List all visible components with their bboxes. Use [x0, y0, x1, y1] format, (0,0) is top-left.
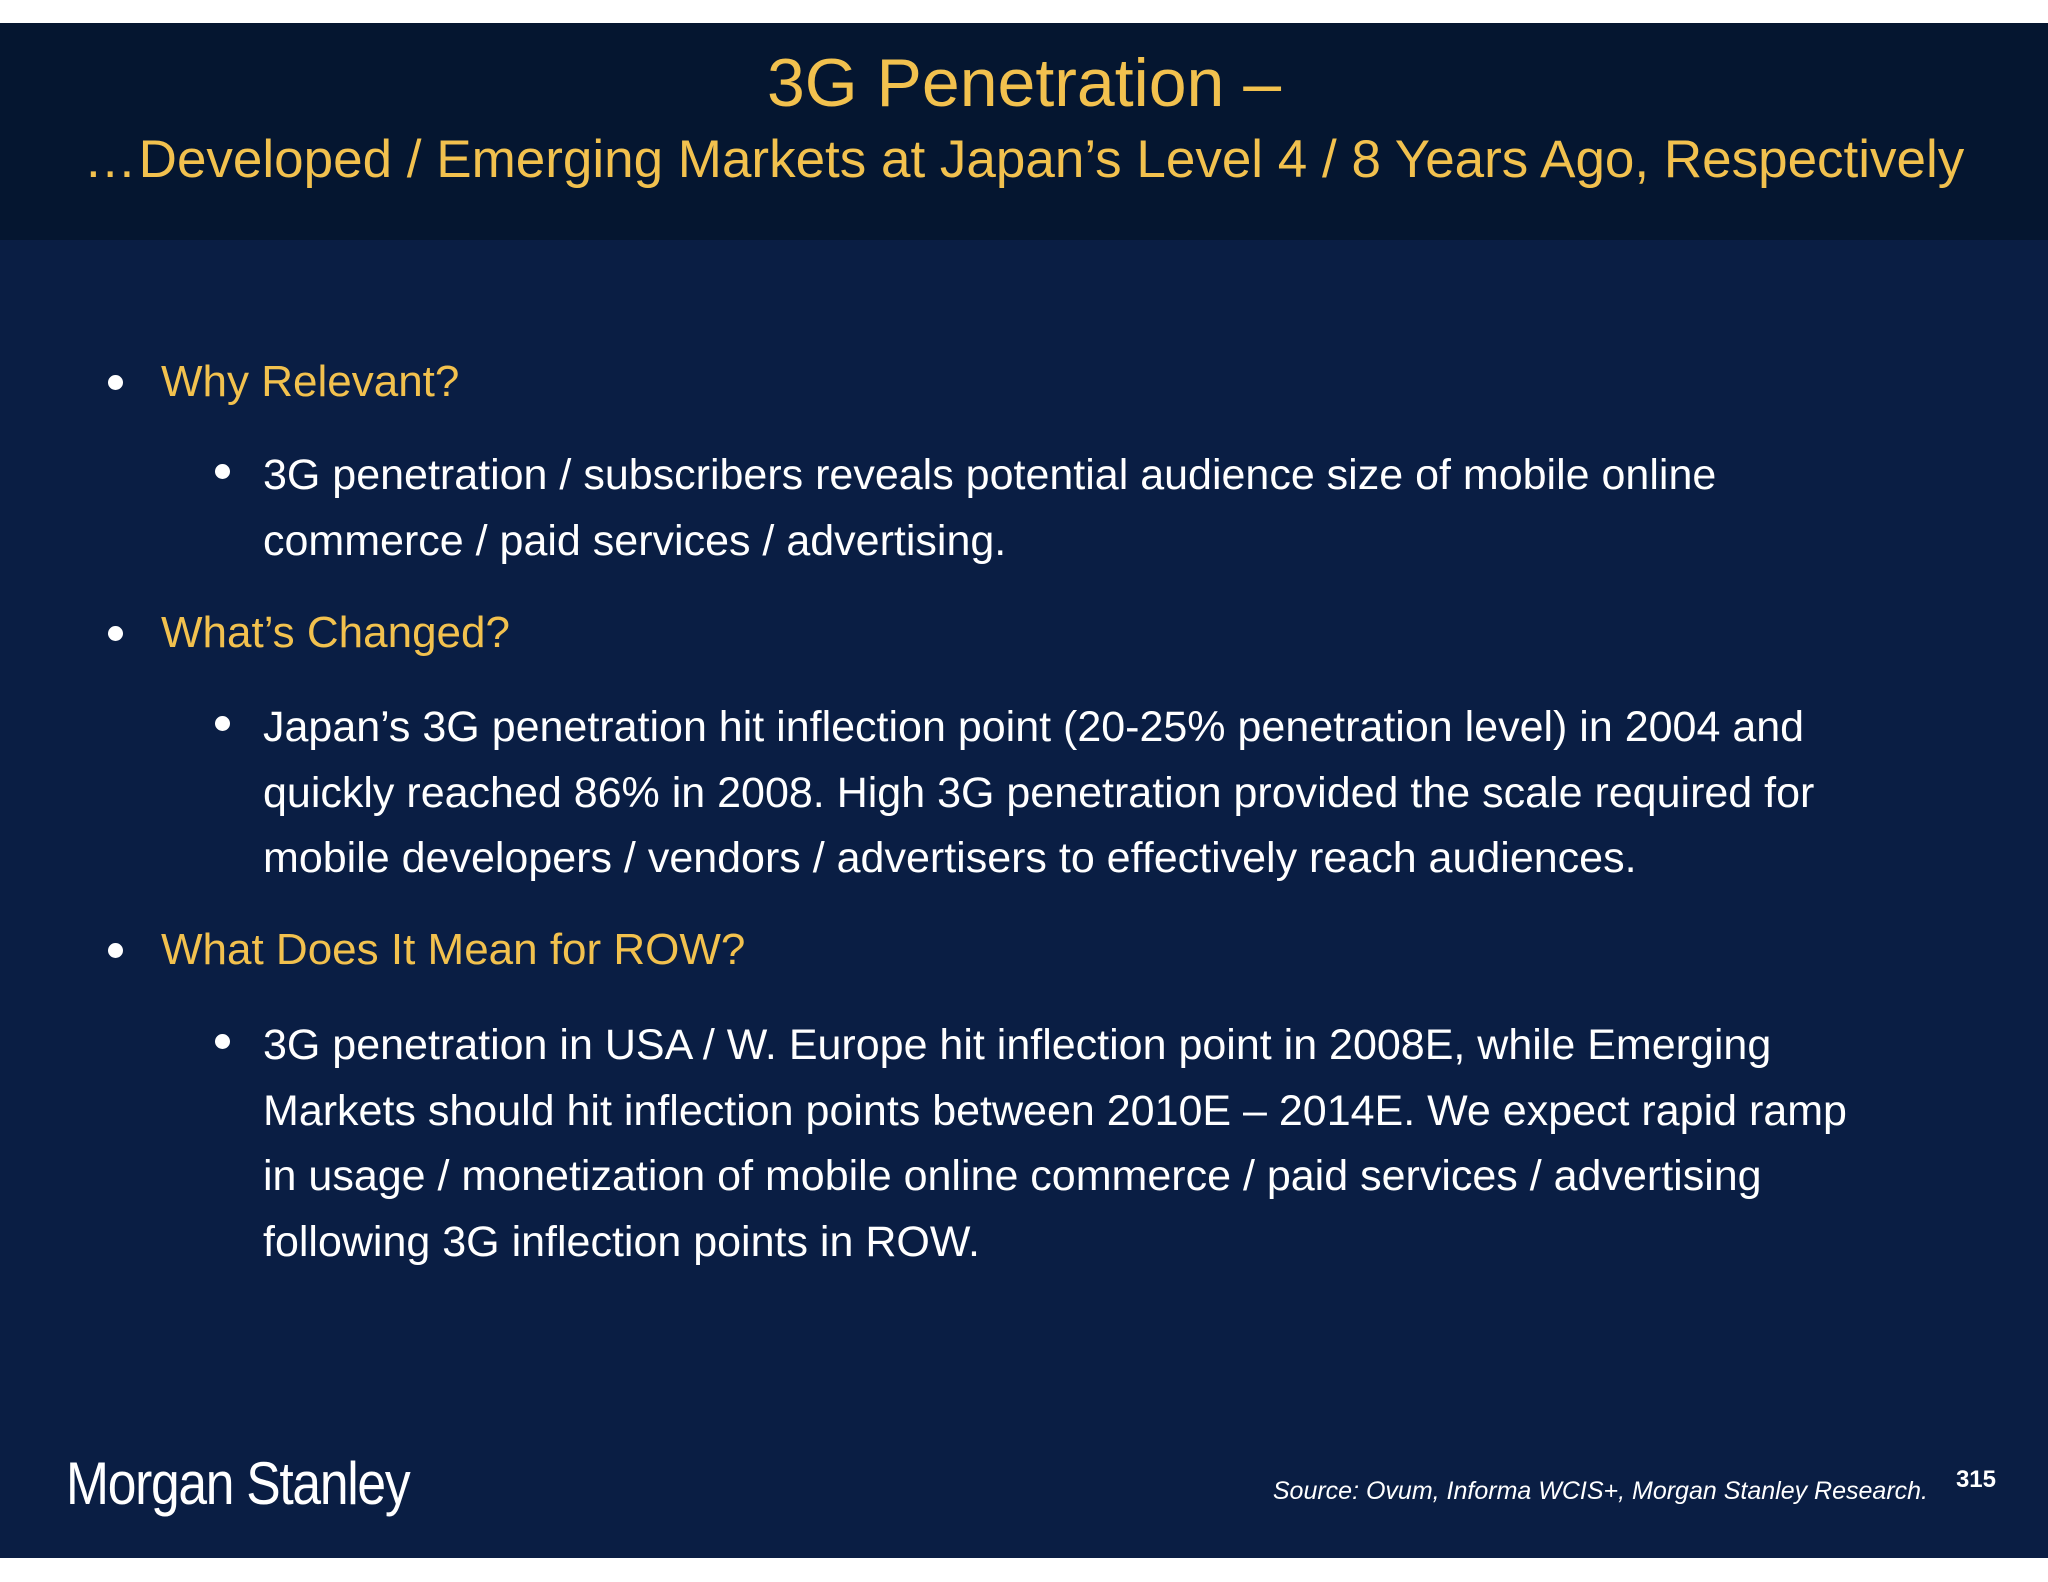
- bullet-text: 3G penetration / subscribers reveals pot…: [263, 443, 1983, 574]
- slide-subtitle: …Developed / Emerging Markets at Japan’s…: [0, 127, 2048, 193]
- slide-header: 3G Penetration – …Developed / Emerging M…: [0, 23, 2048, 240]
- subtitle-text: Developed / Emerging Markets at Japan’s …: [138, 130, 1965, 189]
- bullet-dot: [215, 716, 230, 731]
- bullet-line: following 3G inflection points in ROW.: [263, 1217, 980, 1266]
- bullet-line: quickly reached 86% in 2008. High 3G pen…: [263, 768, 1815, 817]
- page-number: 315: [1955, 1466, 1996, 1493]
- bullet-dot: [215, 464, 230, 479]
- source-note: Source: Ovum, Informa WCIS+, Morgan Stan…: [1272, 1477, 1928, 1505]
- section-heading: Why Relevant?: [161, 357, 460, 406]
- section-heading: What Does It Mean for ROW?: [161, 925, 746, 974]
- section-heading: What’s Changed?: [161, 608, 510, 657]
- subtitle-ellipsis: …: [83, 130, 139, 189]
- bullet-line: Japan’s 3G penetration hit inflection po…: [263, 703, 1805, 751]
- bullet-text: Japan’s 3G penetration hit inflection po…: [263, 695, 1983, 892]
- morgan-stanley-logo: Morgan Stanley: [66, 1450, 411, 1517]
- bullet-line: Markets should hit inflection points bet…: [263, 1086, 1847, 1135]
- bullet-dot: [108, 943, 123, 958]
- bullet-line: commerce / paid services / advertising.: [263, 516, 1007, 565]
- slide: 3G Penetration – …Developed / Emerging M…: [0, 23, 2048, 1558]
- bullet-line: in usage / monetization of mobile online…: [263, 1152, 1762, 1200]
- bullet-line: mobile developers / vendors / advertiser…: [263, 834, 1637, 882]
- slide-title: 3G Penetration –: [766, 45, 1282, 121]
- bullet-dot: [215, 1034, 230, 1049]
- bullet-dot: [108, 375, 123, 390]
- bullet-dot: [108, 626, 123, 641]
- bullet-line: 3G penetration / subscribers reveals pot…: [263, 451, 1717, 499]
- bullet-text: 3G penetration in USA / W. Europe hit in…: [263, 1013, 1983, 1275]
- bullet-line: 3G penetration in USA / W. Europe hit in…: [263, 1021, 1772, 1069]
- bullet-list: Why Relevant? 3G penetration / subscribe…: [0, 23, 2048, 1558]
